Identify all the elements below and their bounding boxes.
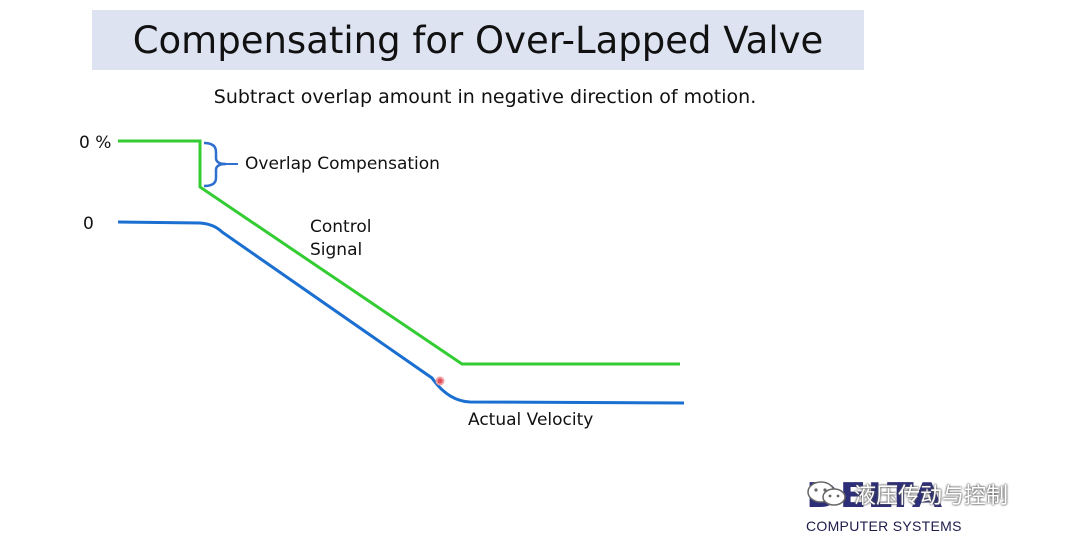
actual-velocity-line [117,220,685,405]
label-zero: 0 [83,214,94,234]
slide-subtitle: Subtract overlap amount in negative dire… [213,86,757,108]
logo-subtitle: COMPUTER SYSTEMS [806,518,962,534]
label-zero-percent: 0 % [79,133,112,153]
label-actual-velocity: Actual Velocity [468,410,594,430]
slide-title: Compensating for Over-Lapped Valve [132,18,824,62]
delta-logo: DELTA COMPUTER SYSTEMS [800,470,1070,540]
watermark-text: 液压传动与控制 [854,484,1009,509]
wechat-icon [806,480,848,508]
title-banner: Compensating for Over-Lapped Valve [92,10,864,70]
cursor-marker [435,376,445,386]
label-control-signal-1: Control [310,217,372,237]
label-overlap-compensation: Overlap Compensation [245,154,440,174]
overlap-bracket [203,141,227,188]
label-control-signal-2: Signal [310,240,363,260]
watermark: 液压传动与控制 [806,478,1008,510]
control-signal-line [118,139,680,366]
